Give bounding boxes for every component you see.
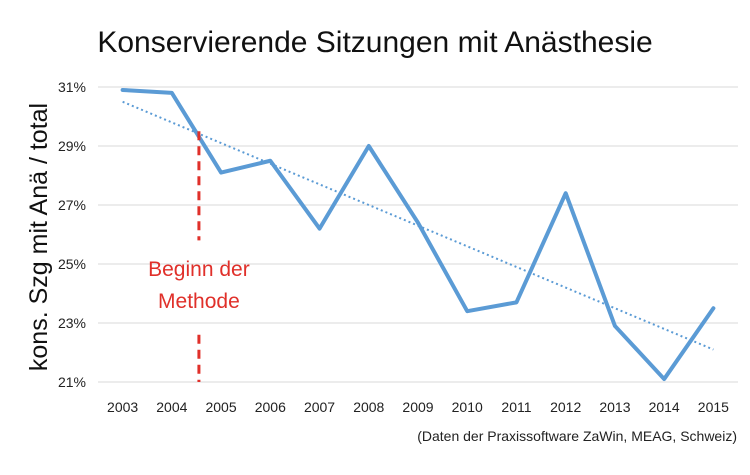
data-point	[613, 324, 617, 328]
x-tick-label: 2014	[649, 399, 680, 415]
x-tick-label: 2003	[107, 399, 138, 415]
data-point	[662, 377, 666, 381]
source-note: (Daten der Praxissoftware ZaWin, MEAG, S…	[417, 428, 737, 444]
x-tick-label: 2011	[501, 399, 531, 415]
chart-title: Konservierende Sitzungen mit Anästhesie	[97, 26, 652, 59]
data-point	[268, 159, 272, 163]
x-tick-labels: 2003 2004 2005 2006 2007 2008 2009 2010 2011 2012…	[107, 399, 729, 415]
x-tick-label: 2010	[452, 399, 483, 415]
x-tick-label: 2015	[698, 399, 729, 415]
series-line	[120, 87, 716, 382]
y-tick-label: 25%	[58, 256, 86, 272]
x-tick-label: 2009	[402, 399, 433, 415]
x-tick-label: 2008	[353, 399, 384, 415]
data-point	[318, 227, 322, 231]
data-point	[465, 309, 469, 313]
x-tick-label: 2012	[550, 399, 581, 415]
plot-area	[120, 87, 716, 382]
x-tick-label: 2013	[599, 399, 630, 415]
y-tick-label: 29%	[58, 138, 86, 154]
annotation: Beginn der Methode	[148, 131, 250, 382]
data-point	[416, 221, 420, 225]
annotation-text: Beginn der	[148, 258, 250, 281]
data-point	[514, 300, 518, 304]
data-point	[170, 91, 174, 95]
y-tick-labels: 21% 23% 25% 27% 29% 31%	[58, 79, 86, 390]
x-tick-label: 2005	[205, 399, 236, 415]
x-tick-label: 2004	[156, 399, 187, 415]
data-point	[711, 306, 715, 310]
x-tick-label: 2007	[304, 399, 335, 415]
data-point	[367, 144, 371, 148]
y-tick-label: 21%	[58, 374, 86, 390]
data-point	[121, 88, 125, 92]
y-tick-label: 27%	[58, 197, 86, 213]
annotation-text: Methode	[158, 290, 240, 313]
y-tick-label: 23%	[58, 315, 86, 331]
y-axis-label: kons. Szg mit Anä / total	[25, 103, 53, 371]
data-point	[219, 171, 223, 175]
y-tick-label: 31%	[58, 79, 86, 95]
data-point	[564, 191, 568, 195]
x-tick-label: 2006	[255, 399, 286, 415]
